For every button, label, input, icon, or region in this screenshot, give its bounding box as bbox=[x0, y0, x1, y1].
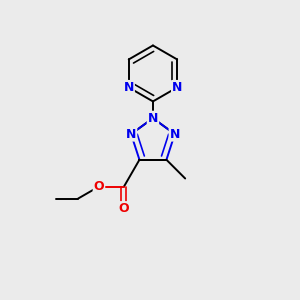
Text: O: O bbox=[119, 202, 129, 215]
Text: N: N bbox=[169, 128, 180, 141]
Text: O: O bbox=[94, 180, 104, 193]
Text: N: N bbox=[124, 81, 134, 94]
Text: N: N bbox=[172, 81, 182, 94]
Text: N: N bbox=[126, 128, 136, 141]
Text: N: N bbox=[148, 112, 158, 125]
